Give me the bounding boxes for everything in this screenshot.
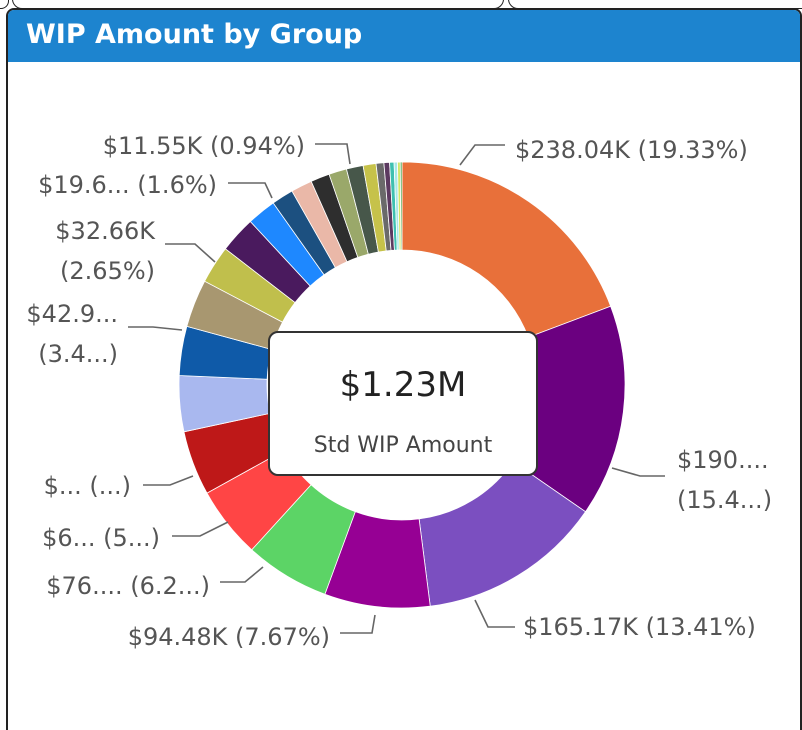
data-label: $238.04K (19.33%) xyxy=(515,136,748,164)
visual-header: WIP Amount by Group xyxy=(8,10,800,62)
leader-line xyxy=(128,326,183,331)
data-label: $76.... (6.2...) xyxy=(46,572,210,600)
leader-line xyxy=(459,144,505,166)
data-label: $... (...) xyxy=(44,472,131,500)
data-label: (3.4...) xyxy=(38,340,118,368)
leader-line xyxy=(474,599,515,628)
data-label: $190.... xyxy=(677,446,769,474)
leader-line xyxy=(228,182,273,199)
data-label: $32.66K xyxy=(55,217,156,245)
leader-line xyxy=(611,467,665,477)
data-label: $42.9... xyxy=(26,300,118,328)
data-label: (15.4...) xyxy=(677,486,772,514)
leader-line xyxy=(172,521,229,537)
leader-line xyxy=(220,566,264,583)
data-label: (2.65%) xyxy=(60,257,155,285)
leader-line xyxy=(143,475,194,486)
data-label: $6... (5...) xyxy=(42,524,160,552)
leader-line xyxy=(315,143,351,165)
data-label: $94.48K (7.67%) xyxy=(128,623,330,651)
tooltip-card: $1.23M Std WIP Amount xyxy=(268,331,538,476)
leader-line xyxy=(340,614,376,634)
donut-slice[interactable] xyxy=(399,161,403,251)
tooltip-value: $1.23M xyxy=(339,365,467,405)
leader-line xyxy=(165,243,216,263)
chart-visual-card[interactable]: WIP Amount by Group xyxy=(6,8,802,730)
data-label: $11.55K (0.94%) xyxy=(103,132,305,160)
tooltip-label: Std WIP Amount xyxy=(313,433,493,458)
data-label: $165.17K (13.41%) xyxy=(523,613,756,641)
visual-title: WIP Amount by Group xyxy=(26,19,363,50)
donut-slice[interactable] xyxy=(401,161,612,338)
data-label: $19.6... (1.6%) xyxy=(38,171,217,199)
